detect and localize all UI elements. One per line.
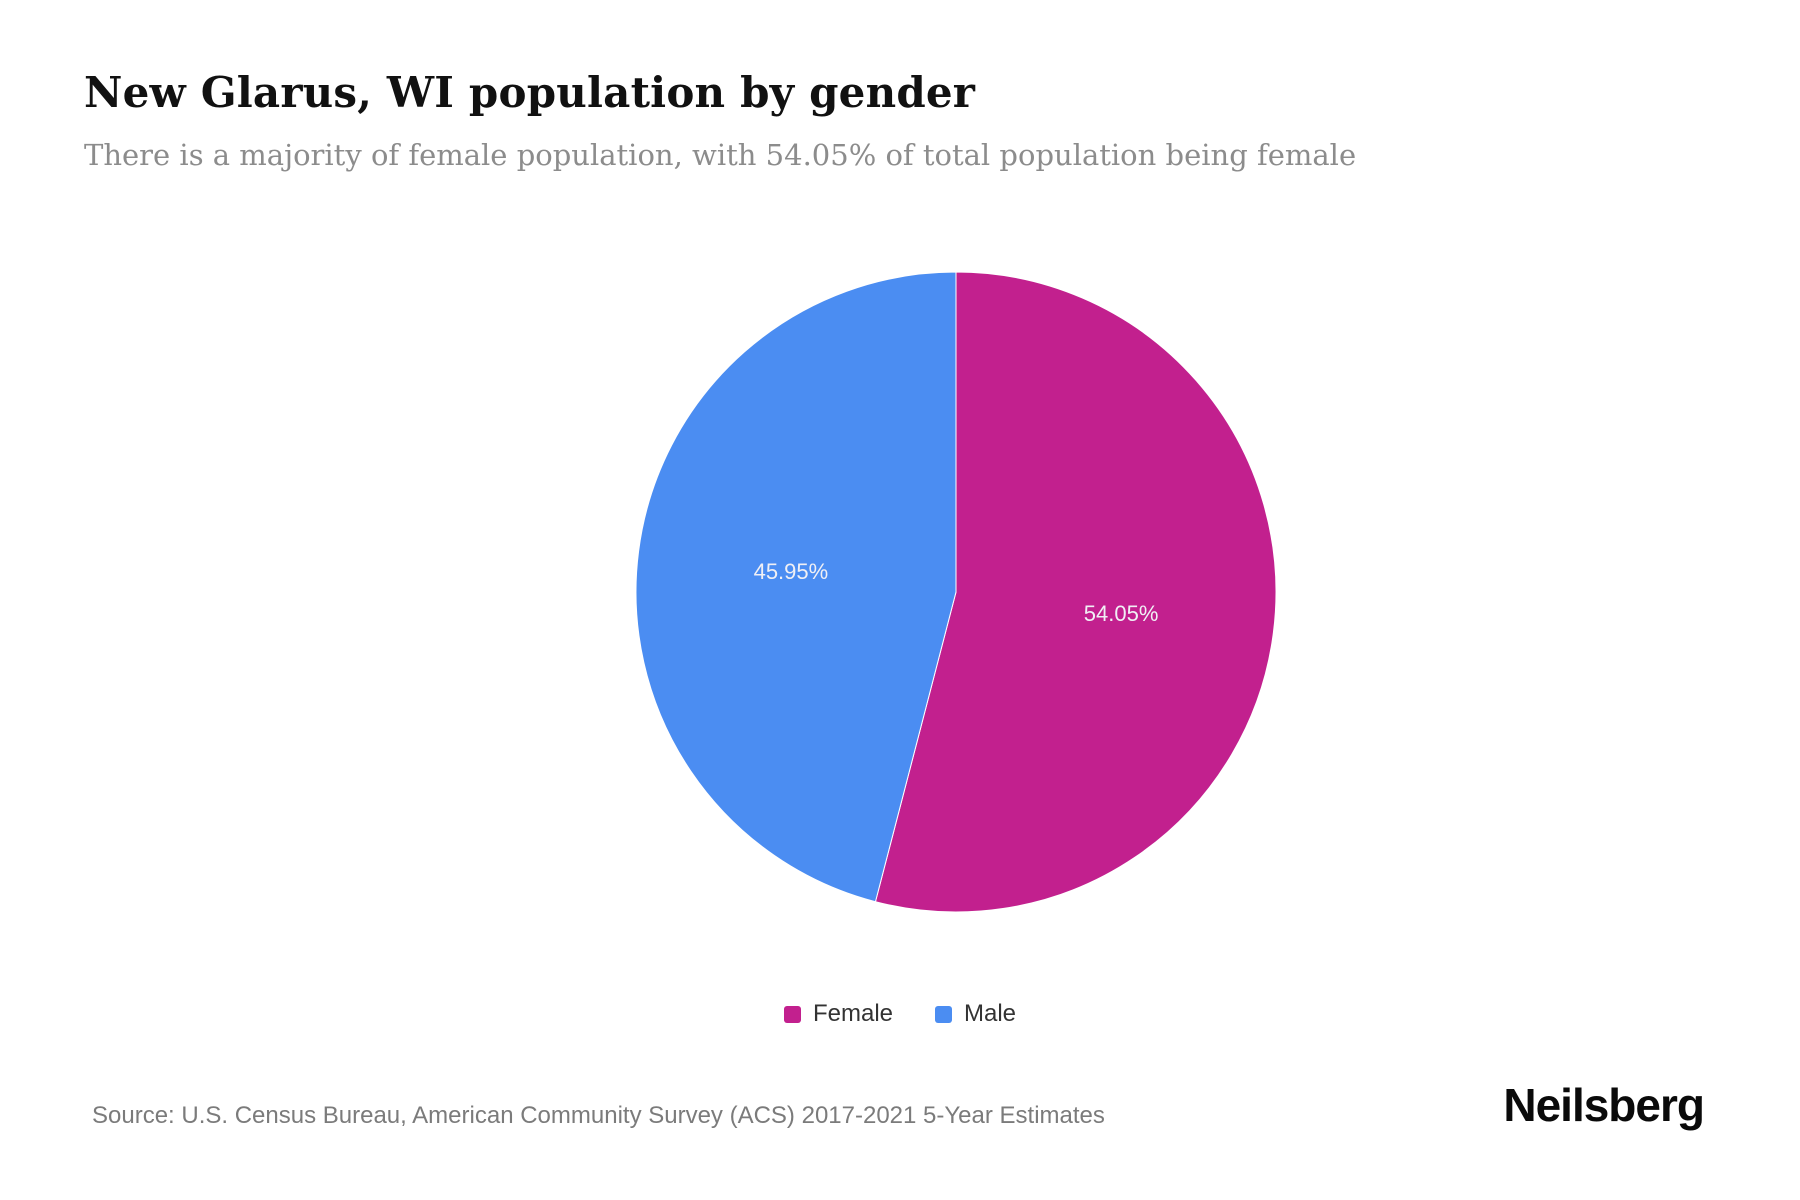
chart-legend: Female Male (0, 1000, 1800, 1028)
legend-swatch (783, 1005, 801, 1023)
legend-item-female[interactable]: Female (783, 1000, 893, 1028)
legend-item-male[interactable]: Male (935, 1000, 1016, 1028)
pie-chart: 54.05% 45.95% (634, 270, 1278, 914)
pie-slice-label: 45.95% (754, 559, 829, 584)
chart-title: New Glarus, WI population by gender (84, 68, 976, 117)
chart-subtitle: There is a majority of female population… (84, 138, 1357, 172)
pie-slice-male[interactable] (635, 271, 957, 903)
pie-slice-label: 54.05% (1084, 601, 1159, 626)
brand-logo: Neilsberg (1503, 1079, 1705, 1131)
source-note: Source: U.S. Census Bureau, American Com… (92, 1102, 1105, 1129)
pie-slice-female[interactable] (874, 271, 1277, 913)
legend-label: Male (964, 1000, 1017, 1027)
legend-label: Female (812, 1000, 893, 1027)
legend-swatch (935, 1005, 952, 1023)
